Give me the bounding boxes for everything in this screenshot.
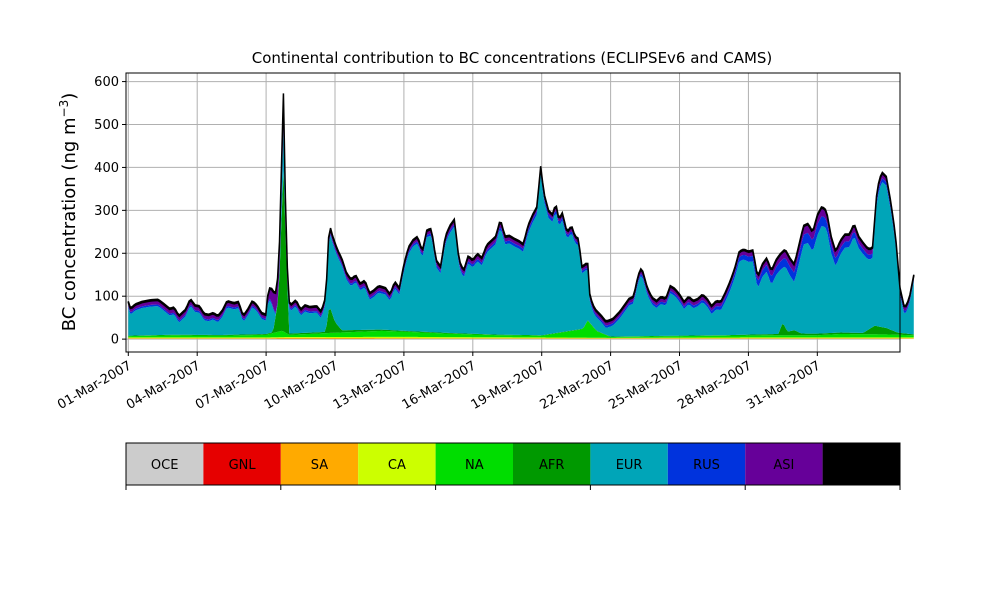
- area-series-eur: [128, 129, 914, 337]
- x-tick-label: 07-Mar-2007: [193, 358, 272, 412]
- x-tick-label: 13-Mar-2007: [331, 358, 410, 412]
- y-tick-label: 100: [94, 290, 119, 305]
- x-tick-label: 25-Mar-2007: [606, 358, 685, 412]
- legend-label-asi: ASI: [773, 458, 794, 473]
- x-tick-label: 10-Mar-2007: [262, 358, 341, 412]
- area-series-na: [128, 320, 914, 338]
- legend-swatch-oce: [126, 443, 204, 485]
- x-tick-label: 04-Mar-2007: [124, 358, 203, 412]
- y-tick-label: 300: [94, 204, 119, 219]
- y-axis-label: BC concentration (ng m−3): [57, 93, 80, 332]
- y-axis-label-exponent: −3: [57, 100, 71, 118]
- legend-label-gnl: GNL: [229, 458, 257, 473]
- area-series-rus: [128, 127, 914, 328]
- stacked-area-layer: [127, 93, 915, 340]
- legend-swatch-rus: [667, 443, 746, 485]
- axes-layer: 0 100 200 300 400 500 600 01-Mar-200704-Mar-200…: [55, 72, 901, 413]
- legend-swatch-afr: [513, 443, 591, 485]
- legend-label-eur: EUR: [616, 458, 643, 473]
- legend-label-ca: CA: [388, 458, 406, 473]
- legend-swatch-gnl: [203, 443, 281, 485]
- plot-frame: [125, 72, 901, 353]
- legend-swatch-asi: [745, 443, 823, 485]
- legend-swatch-ca: [358, 443, 436, 485]
- y-tick-label: 600: [94, 75, 119, 90]
- area-series-afr: [128, 171, 914, 337]
- area-series-ca: [128, 336, 914, 339]
- legend-swatch-na: [435, 443, 513, 485]
- x-tick-label: 31-Mar-2007: [744, 358, 823, 412]
- x-tick-label: 16-Mar-2007: [400, 358, 479, 412]
- legend-label-sa: SA: [311, 458, 328, 473]
- x-tick-label: 28-Mar-2007: [675, 358, 754, 412]
- legend-label-aus: AUS: [848, 458, 875, 473]
- y-tick-label: 0: [111, 333, 119, 348]
- legend-label-rus: RUS: [693, 458, 720, 473]
- legend-label-na: NA: [465, 458, 484, 473]
- y-tick-label: 500: [94, 118, 119, 133]
- legend-label-afr: AFR: [539, 458, 564, 473]
- chart-title: Continental contribution to BC concentra…: [252, 49, 773, 67]
- x-tick-label: 01-Mar-2007: [55, 358, 134, 412]
- area-series-aus: [127, 93, 915, 323]
- y-tick-label: 400: [94, 161, 119, 176]
- y-axis-label-main: BC concentration (ng m: [59, 117, 80, 331]
- legend-swatch-aus: [822, 443, 900, 485]
- legend-label-oce: OCE: [151, 458, 179, 473]
- legend-frame: [125, 442, 901, 486]
- legend-swatch-sa: [280, 443, 359, 485]
- y-axis-label-close: ): [59, 93, 80, 100]
- y-tick-label: 200: [94, 247, 119, 262]
- legend-colorbar: OCE GNL SA CA NA AFR EUR RUS ASI AUS: [125, 442, 901, 490]
- area-series-sa: [128, 337, 914, 339]
- x-tick-label: 19-Mar-2007: [469, 358, 548, 412]
- x-tick-label: 22-Mar-2007: [537, 358, 616, 412]
- legend-swatch-eur: [590, 443, 668, 485]
